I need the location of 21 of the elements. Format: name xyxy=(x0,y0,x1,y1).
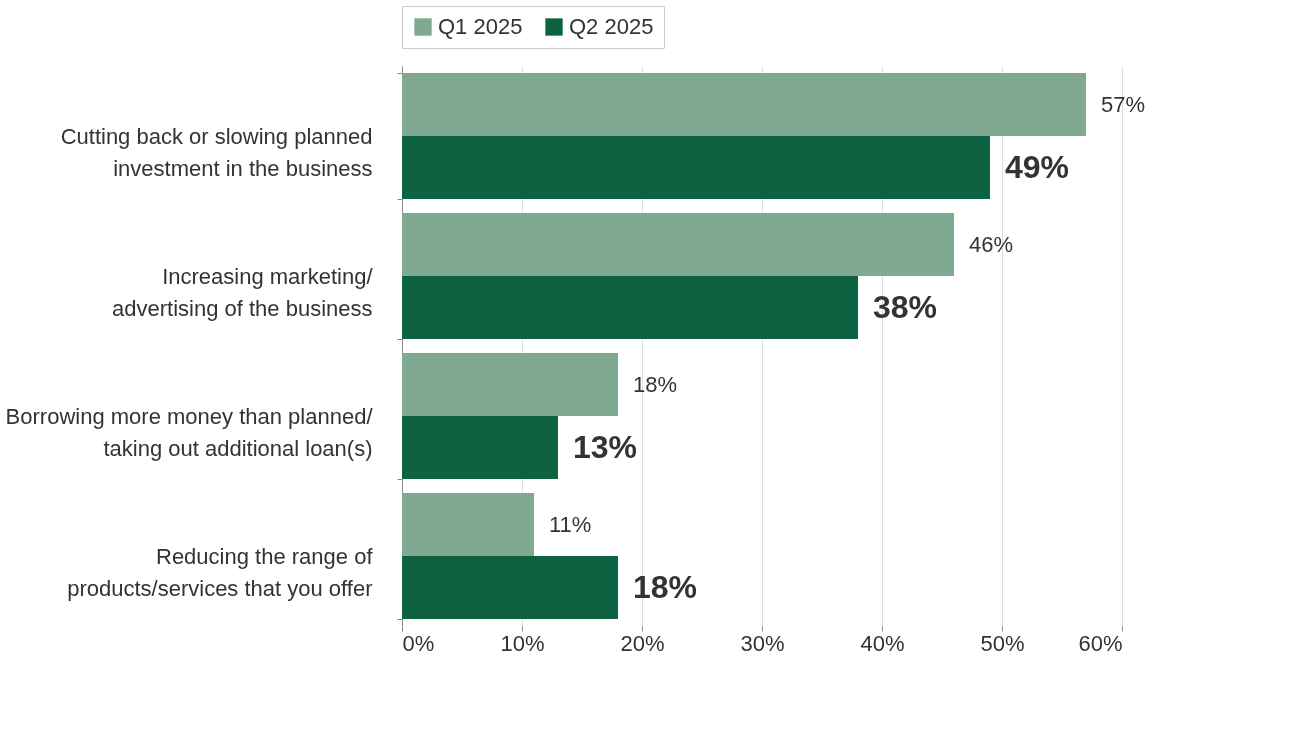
data-label: 18% xyxy=(633,371,678,397)
data-label: 46% xyxy=(969,231,1014,257)
legend-label: Q2 2025 xyxy=(569,14,654,39)
data-label: 13% xyxy=(573,428,638,465)
legend-label: Q1 2025 xyxy=(438,14,523,39)
data-label: 49% xyxy=(1005,148,1070,185)
data-label: 38% xyxy=(873,288,938,325)
x-tick-label: 30% xyxy=(740,630,785,656)
data-label: 18% xyxy=(633,568,698,605)
x-tick-label: 60% xyxy=(1078,630,1123,656)
x-tick-label: 0% xyxy=(402,630,435,656)
y-tick-label: Increasing marketing/ advertising of the business xyxy=(112,263,374,321)
x-tick-label: 50% xyxy=(980,630,1025,656)
y-tick-label: Reducing the range of products/services that you offer xyxy=(67,543,374,601)
y-tick-label: Cutting back or slowing planned investment in the business xyxy=(60,123,373,181)
x-tick-label: 10% xyxy=(500,630,545,656)
y-tick-label: Borrowing more money than planned/ taking out additional loan(s) xyxy=(5,403,374,461)
data-label: 57% xyxy=(1101,91,1146,117)
x-tick-label: 40% xyxy=(860,630,905,656)
x-tick-label: 20% xyxy=(620,630,665,656)
data-label: 11% xyxy=(549,511,592,537)
